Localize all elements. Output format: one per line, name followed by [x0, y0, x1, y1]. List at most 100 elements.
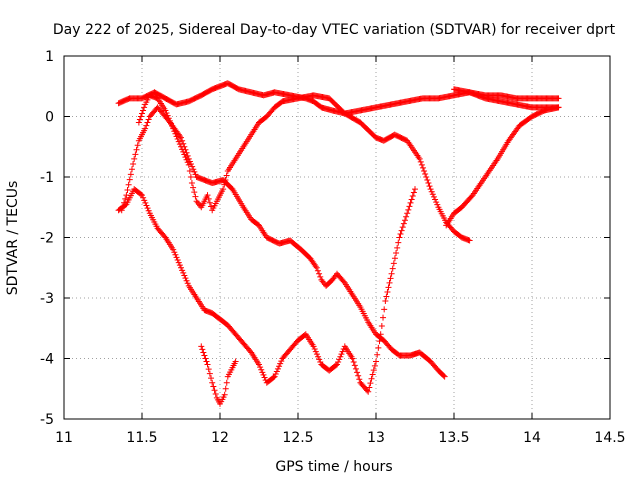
data-point: [204, 192, 211, 199]
y-tick-label: -1: [40, 170, 54, 186]
data-point: [316, 356, 323, 363]
data-point: [421, 167, 428, 174]
data-point: [313, 351, 320, 358]
series-track-6: [443, 104, 562, 229]
data-point: [368, 375, 375, 382]
data-point: [140, 194, 147, 201]
data-point: [405, 206, 412, 213]
data-point: [122, 195, 129, 202]
data-point: [127, 171, 134, 178]
data-point: [190, 184, 197, 191]
data-point: [223, 379, 230, 386]
x-tick-label: 11.5: [126, 430, 157, 446]
y-tick-label: -4: [40, 352, 54, 368]
data-point: [332, 362, 339, 369]
data-point: [314, 267, 321, 274]
series-track-4: [135, 89, 562, 214]
data-point: [407, 199, 414, 206]
data-point: [316, 270, 323, 277]
data-point: [222, 385, 229, 392]
data-point: [178, 134, 184, 141]
data-point: [400, 220, 407, 227]
data-point: [201, 352, 208, 359]
data-point: [422, 170, 429, 177]
data-point: [390, 260, 397, 267]
data-point: [276, 363, 283, 370]
data-point: [130, 161, 137, 168]
data-point: [352, 365, 359, 372]
data-point: [125, 181, 132, 188]
data-point: [210, 383, 217, 390]
data-point: [555, 95, 562, 102]
data-point: [135, 119, 142, 126]
data-point: [370, 367, 377, 374]
data-point: [412, 186, 418, 193]
data-point: [163, 110, 170, 117]
data-point: [365, 388, 372, 395]
data-point: [388, 270, 395, 277]
data-point: [373, 358, 379, 365]
data-point: [261, 374, 268, 381]
data-point: [256, 361, 262, 368]
data-point: [173, 254, 180, 261]
data-point: [145, 207, 152, 214]
x-tick-label: 12.5: [282, 430, 313, 446]
data-point: [416, 155, 423, 162]
data-point: [205, 366, 212, 373]
data-point: [401, 217, 408, 224]
data-markers: [115, 80, 562, 407]
data-point: [317, 273, 324, 280]
data-point: [181, 272, 188, 279]
data-point: [271, 373, 278, 380]
x-tick-label: 13.5: [438, 430, 469, 446]
data-point: [376, 338, 383, 345]
y-tick-label: -5: [40, 412, 54, 428]
x-tick-label: 14.5: [594, 430, 625, 446]
data-point: [171, 128, 178, 135]
data-point: [144, 205, 151, 212]
data-point: [182, 275, 189, 282]
data-point: [389, 265, 396, 272]
data-point: [337, 353, 344, 360]
data-point: [377, 331, 384, 338]
data-point: [417, 158, 424, 165]
data-point: [170, 246, 177, 253]
data-point: [176, 141, 183, 148]
data-point: [178, 264, 184, 271]
data-point: [317, 358, 324, 365]
data-point: [338, 351, 345, 358]
data-point: [274, 365, 281, 372]
data-point: [312, 348, 319, 355]
data-point: [221, 391, 228, 398]
x-tick-label: 13: [367, 430, 385, 446]
data-point: [374, 351, 381, 358]
data-point: [172, 251, 179, 258]
x-tick-label: 14: [523, 430, 541, 446]
data-point: [354, 369, 361, 376]
data-point: [191, 168, 198, 175]
data-point: [187, 174, 194, 180]
data-point: [433, 199, 440, 206]
data-point: [144, 119, 151, 126]
data-point: [427, 186, 434, 193]
data-point: [172, 130, 179, 137]
data-point: [126, 176, 133, 183]
data-point: [424, 177, 431, 184]
data-point: [429, 191, 436, 198]
data-point: [211, 387, 218, 394]
data-point: [432, 196, 439, 203]
data-point: [385, 284, 392, 291]
data-point: [164, 112, 171, 119]
data-point: [167, 120, 174, 127]
data-point: [272, 371, 279, 378]
data-point: [408, 196, 415, 203]
y-tick-label: -3: [40, 291, 54, 307]
data-point: [134, 142, 141, 149]
data-point: [381, 306, 388, 313]
data-point: [176, 262, 183, 269]
y-axis: -5 -4 -3 -2 -1 0 1: [40, 49, 610, 428]
x-tick-label: 12: [211, 430, 229, 446]
data-point: [139, 192, 145, 199]
data-point: [555, 104, 562, 111]
data-point: [166, 117, 173, 124]
